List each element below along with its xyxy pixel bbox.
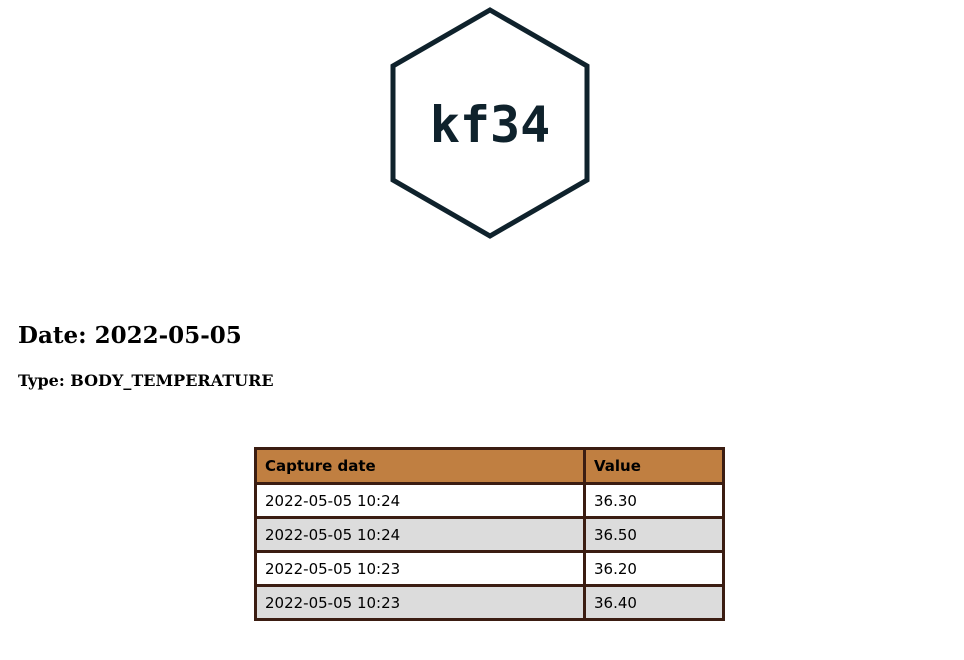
cell-value: 36.40 — [583, 584, 725, 621]
cell-value: 36.30 — [583, 482, 725, 519]
date-label: Date: — [18, 322, 87, 349]
table-header-row: Capture date Value — [254, 447, 725, 485]
cell-value: 36.50 — [583, 516, 725, 553]
header-value: Value — [583, 447, 725, 485]
date-value: 2022-05-05 — [94, 322, 242, 349]
cell-capture-date: 2022-05-05 10:23 — [254, 550, 586, 587]
type-heading: Type: BODY_TEMPERATURE — [18, 369, 274, 393]
date-heading: Date: 2022-05-05 — [18, 318, 242, 354]
table-row: 2022-05-05 10:24 36.30 — [254, 482, 725, 519]
table-row: 2022-05-05 10:24 36.50 — [254, 516, 725, 553]
type-label: Type: — [18, 371, 65, 390]
type-value: BODY_TEMPERATURE — [70, 371, 274, 390]
cell-capture-date: 2022-05-05 10:23 — [254, 584, 586, 621]
table-row: 2022-05-05 10:23 36.20 — [254, 550, 725, 587]
kf34-logo: kf34 — [388, 6, 592, 240]
table-row: 2022-05-05 10:23 36.40 — [254, 584, 725, 621]
measurements-table: Capture date Value 2022-05-05 10:24 36.3… — [254, 447, 725, 621]
hexagon-logo-icon: kf34 — [390, 7, 590, 239]
cell-capture-date: 2022-05-05 10:24 — [254, 482, 586, 519]
cell-value: 36.20 — [583, 550, 725, 587]
cell-capture-date: 2022-05-05 10:24 — [254, 516, 586, 553]
header-capture-date: Capture date — [254, 447, 586, 485]
logo-text: kf34 — [430, 96, 550, 154]
